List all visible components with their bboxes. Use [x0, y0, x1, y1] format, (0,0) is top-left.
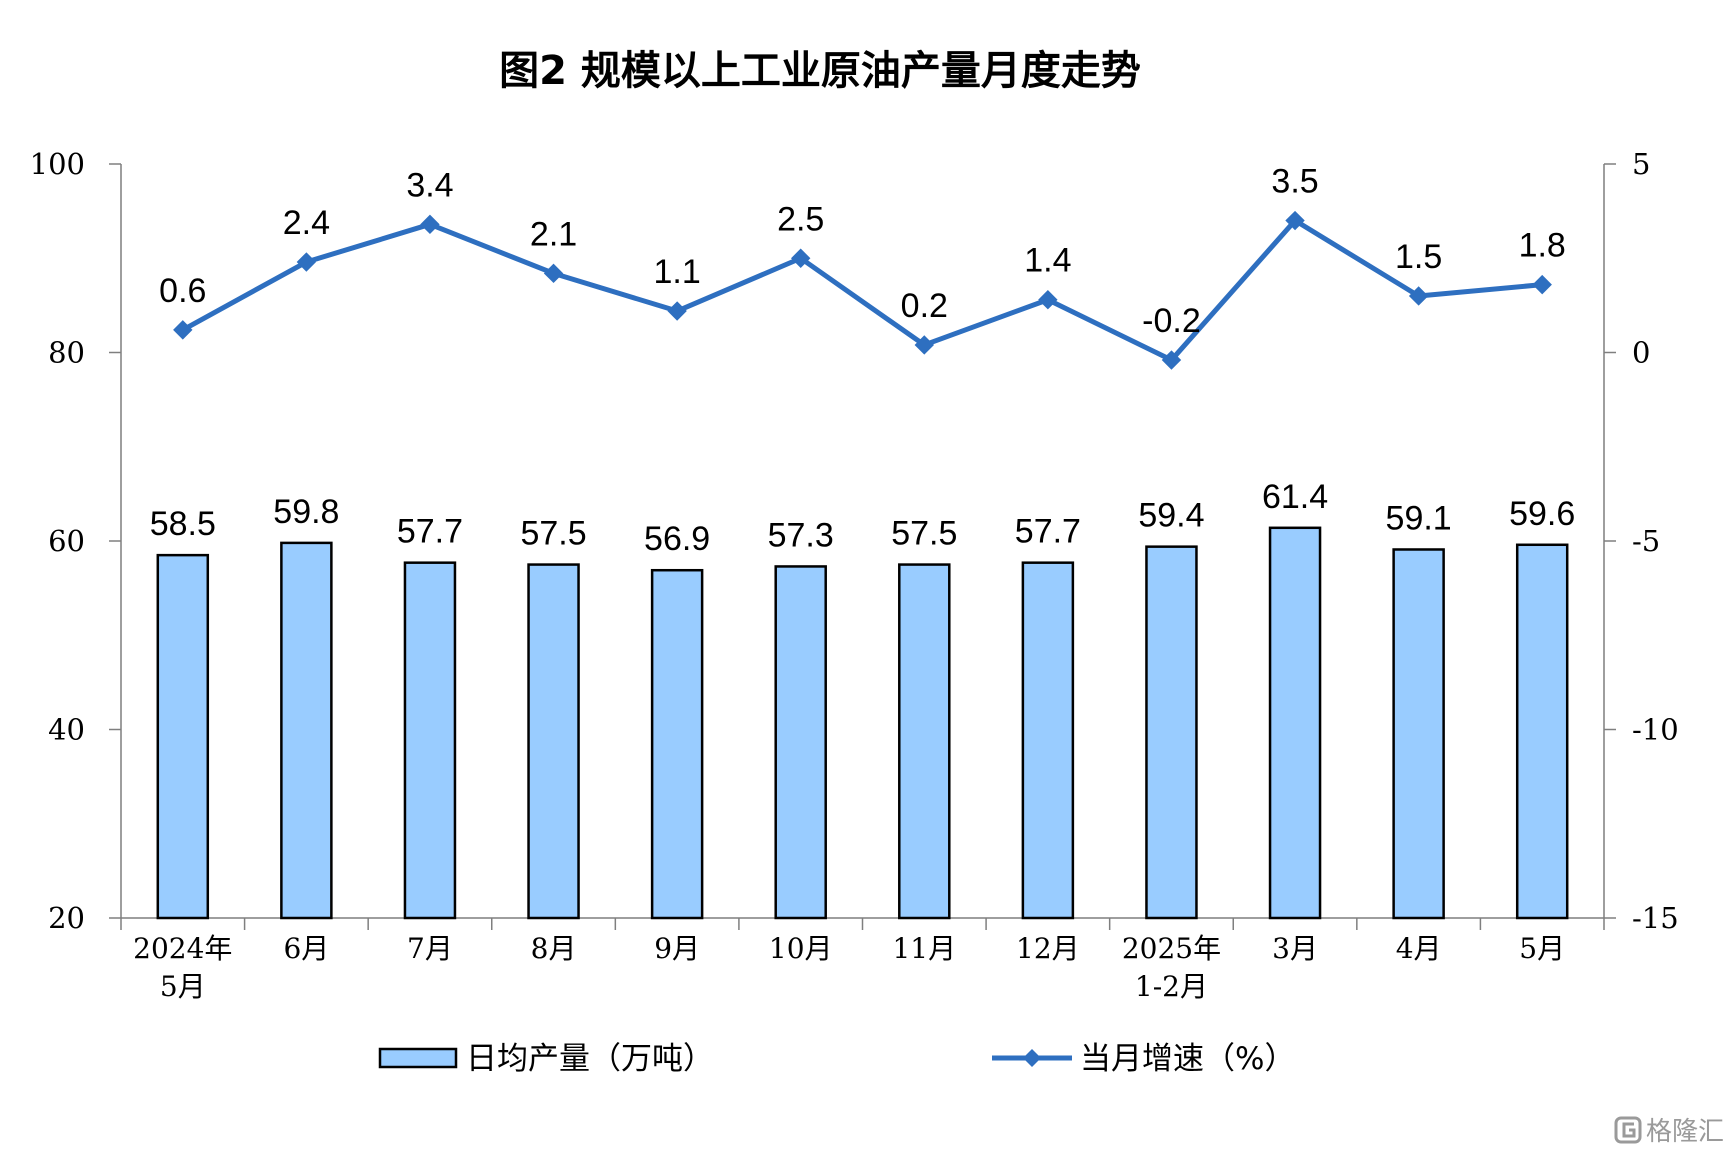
line-value-label: 1.4	[1024, 242, 1071, 280]
line-point	[543, 263, 564, 284]
bar-value-label: 57.5	[891, 515, 957, 553]
right-tick-label: 5	[1632, 147, 1650, 181]
line-point	[1161, 350, 1182, 370]
bar	[1021, 561, 1075, 920]
bar	[527, 563, 580, 920]
x-tick-label: 12月	[1016, 932, 1080, 965]
line-point	[667, 301, 687, 321]
x-tick-label: 8月	[531, 932, 577, 965]
bar	[1515, 543, 1569, 920]
line-series	[173, 210, 1552, 370]
line-value-label: -0.2	[1142, 302, 1201, 340]
legend-line-marker	[1023, 1049, 1041, 1067]
left-tick-label: 20	[48, 901, 85, 935]
line-value-label: 2.4	[283, 204, 330, 242]
x-tick-label: 5月	[160, 970, 206, 1003]
bar	[403, 561, 457, 920]
bar	[1268, 526, 1322, 920]
left-tick-label: 40	[48, 713, 85, 747]
right-tick-label: -5	[1632, 524, 1660, 558]
line-point	[296, 252, 317, 272]
bar	[280, 541, 333, 920]
axes: 20 40 60 80 100 -15 -10 -5 0 5 2024年 5月 6月 7月 8月 9月 10月 1…	[30, 147, 1679, 1003]
bar	[774, 565, 827, 920]
x-tick-label: 6月	[283, 932, 329, 965]
legend-bar-label: 日均产量（万吨）	[466, 1041, 714, 1077]
line-point	[1408, 286, 1429, 306]
line-point	[914, 335, 934, 355]
line-value-label: 2.1	[530, 215, 577, 253]
line-point	[1038, 290, 1058, 310]
line-point	[791, 248, 811, 268]
bar	[650, 568, 704, 920]
x-tick-label: 11月	[892, 932, 956, 965]
series-line	[181, 218, 1543, 363]
bar	[1392, 548, 1445, 920]
bar	[1145, 545, 1198, 920]
bar-value-label: 57.5	[520, 515, 586, 553]
line-value-label: 1.1	[653, 253, 700, 291]
left-tick-label: 60	[48, 524, 85, 558]
chart-title: 图2 规模以上工业原油产量月度走势	[499, 48, 1141, 94]
bar	[898, 563, 951, 920]
bar-value-label: 57.7	[1015, 513, 1081, 551]
legend: 日均产量（万吨） 当月增速（%）	[378, 1041, 1295, 1077]
line-point	[173, 320, 193, 340]
bar-value-label: 59.6	[1509, 495, 1575, 533]
x-tick-label: 10月	[769, 932, 833, 965]
bar-value-label: 59.8	[273, 493, 339, 531]
bar-value-label: 56.9	[644, 520, 710, 558]
line-value-label: 3.4	[406, 166, 453, 204]
legend-bar-swatch	[378, 1047, 458, 1069]
line-value-label: 3.5	[1271, 163, 1318, 201]
bar	[156, 553, 210, 920]
right-tick-label: -10	[1632, 713, 1679, 747]
line-value-label: 1.8	[1519, 227, 1566, 265]
gelonghui-logo-icon	[1614, 1116, 1642, 1144]
x-tick-label: 1-2月	[1135, 970, 1208, 1003]
line-point	[1285, 210, 1305, 231]
line-point	[420, 214, 440, 235]
x-tick-label: 2024年	[133, 932, 232, 965]
bar-value-label: 57.7	[397, 513, 463, 551]
bar-value-label: 59.4	[1138, 497, 1204, 535]
line-value-label: 0.6	[159, 272, 206, 310]
data-labels: 58.5 59.8 57.7 57.5 56.9 57.3 57.5 57.7 59.4 61.4…	[150, 163, 1576, 559]
bar-value-label: 57.3	[768, 516, 834, 554]
watermark-logo-glyph	[1622, 1122, 1636, 1138]
line-value-label: 1.5	[1395, 238, 1442, 276]
x-tick-label: 4月	[1396, 932, 1442, 965]
line-point	[1532, 274, 1552, 295]
x-tick-label: 7月	[407, 932, 453, 965]
bar-value-label: 58.5	[150, 505, 216, 543]
watermark-text: 格隆汇	[1646, 1117, 1724, 1147]
legend-line-label: 当月增速（%）	[1080, 1041, 1295, 1077]
bar-value-label: 59.1	[1386, 499, 1452, 537]
x-tick-label: 9月	[654, 932, 700, 965]
x-tick-label: 2025年	[1122, 932, 1221, 965]
x-tick-label: 5月	[1519, 932, 1565, 965]
watermark: 格隆汇	[1614, 1116, 1724, 1147]
bar-series	[156, 526, 1569, 920]
bar-value-label: 61.4	[1262, 478, 1328, 516]
line-value-label: 0.2	[901, 287, 948, 325]
right-tick-label: -15	[1632, 901, 1679, 935]
x-tick-label: 3月	[1272, 932, 1318, 965]
left-tick-label: 80	[48, 336, 85, 370]
line-value-label: 2.5	[777, 200, 824, 238]
right-tick-label: 0	[1632, 336, 1650, 370]
left-tick-label: 100	[30, 147, 85, 181]
watermark-logo-frame	[1614, 1116, 1642, 1144]
